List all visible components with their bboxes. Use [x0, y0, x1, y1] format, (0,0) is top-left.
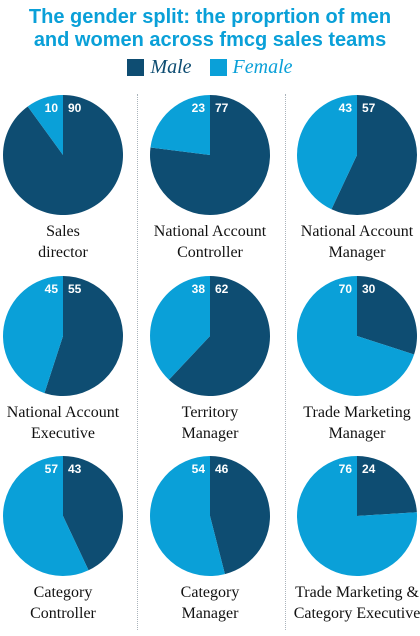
- data-label-female: 43: [339, 101, 353, 115]
- legend-label-female: Female: [232, 55, 293, 78]
- pie-label-line: Territory: [181, 404, 239, 421]
- pies-svg: 90 10 77 23 57 43 55 45 62 38 30 70 43 57 46 54 24 76: [2, 95, 418, 576]
- pie-slice-male: [331, 95, 418, 215]
- pie-slice-male: [168, 276, 270, 397]
- data-label-male: 46: [215, 462, 229, 476]
- pie-label: National Account Controller: [140, 221, 280, 263]
- chart-title: The gender split: the proprtion of men a…: [0, 6, 420, 52]
- data-label-male: 24: [362, 462, 376, 476]
- pie-slice-female: [2, 456, 89, 576]
- pie-label-line: Executive: [31, 425, 95, 442]
- pie-slice-male: [357, 276, 417, 355]
- pie-slice-male: [210, 456, 271, 575]
- pie-slice-female: [297, 95, 357, 210]
- pie-label: Trade Marketing & Category Executive: [287, 582, 420, 624]
- pie-label-line: Category: [33, 584, 93, 601]
- pie-label: Category Manager: [140, 582, 280, 624]
- legend: Male Female: [0, 55, 420, 79]
- pie-slice-female: [297, 456, 417, 576]
- pie-label-line: Manager: [181, 425, 239, 442]
- pie-label-line: Controller: [30, 605, 96, 622]
- pie-label-line: Controller: [177, 244, 243, 261]
- legend-item-male: Male: [127, 55, 192, 79]
- pie-label: National Account Manager: [287, 221, 420, 263]
- pie-label: Sales director: [0, 221, 133, 263]
- data-label-female: 23: [192, 101, 206, 115]
- data-label-female: 54: [192, 462, 206, 476]
- pie-label: Category Controller: [0, 582, 133, 624]
- pie-label-line: Trade Marketing: [303, 404, 411, 421]
- data-label-female: 10: [45, 101, 59, 115]
- data-label-male: 62: [215, 282, 229, 296]
- pie-label-line: National Account: [6, 404, 120, 421]
- pie-slice-male: [357, 456, 417, 516]
- column-divider: [285, 94, 286, 630]
- legend-item-female: Female: [209, 55, 293, 79]
- pie-grid: 90 10 77 23 57 43 55 45 62 38 30 70 43 57 46 54 24 76 Sale…: [0, 88, 420, 636]
- data-label-male: 77: [215, 101, 229, 115]
- legend-swatch-male: [127, 58, 145, 76]
- pie-label: Trade Marketing Manager: [287, 402, 420, 444]
- pie-slice-female: [150, 95, 210, 155]
- pie-label-line: Sales: [46, 223, 80, 240]
- legend-swatch-female: [209, 58, 227, 76]
- pie-label-line: Manager: [181, 605, 239, 622]
- legend-label-male: Male: [150, 55, 192, 78]
- data-label-male: 55: [68, 282, 82, 296]
- data-label-male: 90: [68, 101, 82, 115]
- pie-slice-female: [27, 95, 63, 155]
- pie-label-line: Manager: [328, 425, 386, 442]
- pie-label: National Account Executive: [0, 402, 133, 444]
- pie-label: Territory Manager: [140, 402, 280, 444]
- pie-label-line: director: [38, 244, 88, 261]
- pie-slice-female: [150, 276, 210, 380]
- pie-slice-male: [44, 276, 123, 396]
- data-label-female: 70: [339, 282, 353, 296]
- pie-label-line: Category Executive: [293, 605, 420, 622]
- pie-label-line: Category: [180, 584, 240, 601]
- pie-label-line: Trade Marketing &: [295, 584, 419, 601]
- pie-slice-female: [150, 456, 225, 576]
- pie-slice-male: [150, 95, 271, 215]
- pie-label-line: National Account: [300, 223, 414, 240]
- pie-slice-male: [63, 456, 123, 571]
- data-label-female: 45: [45, 282, 59, 296]
- data-label-female: 38: [192, 282, 206, 296]
- pie-label-line: Manager: [328, 244, 386, 261]
- data-label-female: 76: [339, 462, 353, 476]
- title-line-2: and women across fmcg sales teams: [33, 29, 387, 51]
- data-label-male: 57: [362, 101, 376, 115]
- pie-label-line: National Account: [153, 223, 267, 240]
- title-line-1: The gender split: the proprtion of men: [28, 6, 392, 28]
- data-label-male: 30: [362, 282, 376, 296]
- pie-slice-female: [297, 276, 415, 396]
- pie-slice-female: [2, 276, 63, 394]
- column-divider: [137, 94, 138, 630]
- data-label-female: 57: [45, 462, 59, 476]
- data-label-male: 43: [68, 462, 82, 476]
